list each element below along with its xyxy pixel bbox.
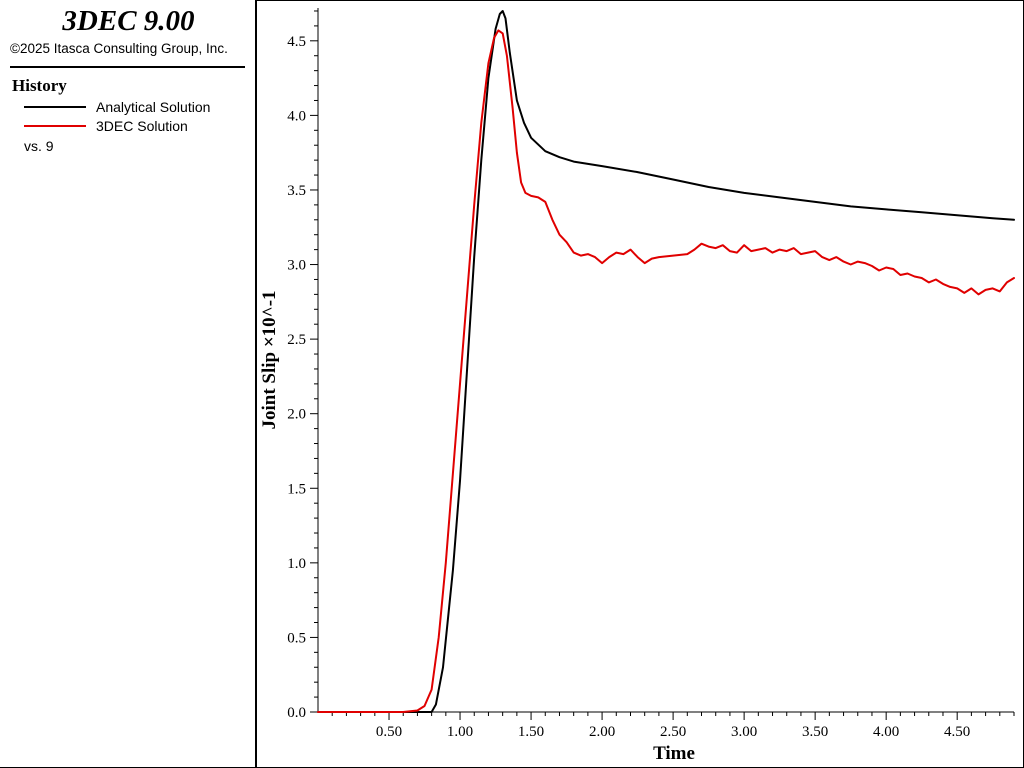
y-tick-label: 1.5: [287, 481, 306, 497]
chart-axes: [310, 8, 1015, 720]
legend-item-analytical: Analytical Solution: [24, 98, 210, 116]
series-line-analytical: [317, 10, 1015, 713]
y-tick-label: 1.0: [287, 556, 306, 572]
y-tick-label: 3.5: [287, 183, 306, 199]
x-tick-label: 2.50: [660, 724, 686, 740]
legend-swatch-3dec: [24, 125, 86, 127]
legend-label-analytical: Analytical Solution: [96, 99, 211, 115]
y-tick-label: 0.5: [287, 630, 306, 646]
app-title: 3DEC 9.00: [62, 5, 195, 37]
legend-item-3dec: 3DEC Solution: [24, 117, 188, 135]
legend-vs-label: vs. 9: [24, 138, 54, 154]
y-tick-label: 4.0: [287, 108, 306, 124]
y-tick-label: 2.5: [287, 332, 306, 348]
copyright-text: ©2025 Itasca Consulting Group, Inc.: [10, 41, 228, 56]
x-tick-label: 3.50: [802, 724, 828, 740]
chart-series: [317, 10, 1015, 713]
y-tick-label: 4.5: [287, 34, 306, 50]
y-tick-label: 3.0: [287, 258, 306, 274]
chart-labels: 0.0 0.5 1.0 1.5 2.0 2.5 3.0 3.5 4.0 4.5 0.50 1.00 1.…: [259, 34, 970, 764]
y-axis-title: Joint Slip ×10^-1: [259, 290, 280, 429]
legend-panel: 3DEC 9.00 ©2025 Itasca Consulting Group,…: [0, 0, 257, 767]
legend-swatch-analytical: [24, 106, 86, 108]
legend-heading: History: [12, 76, 67, 95]
legend-label-3dec: 3DEC Solution: [96, 118, 188, 134]
x-tick-label: 3.00: [731, 724, 757, 740]
x-tick-label: 0.50: [376, 724, 402, 740]
x-tick-label: 1.00: [447, 724, 473, 740]
x-axis-title: Time: [653, 743, 695, 764]
y-tick-label: 0.0: [287, 705, 306, 721]
x-tick-label: 4.00: [873, 724, 899, 740]
x-tick-label: 1.50: [518, 724, 544, 740]
x-tick-label: 4.50: [944, 724, 970, 740]
series-line-3dec: [317, 29, 1015, 713]
x-tick-label: 2.00: [589, 724, 615, 740]
y-tick-label: 2.0: [287, 407, 306, 423]
legend-divider: [10, 66, 245, 68]
